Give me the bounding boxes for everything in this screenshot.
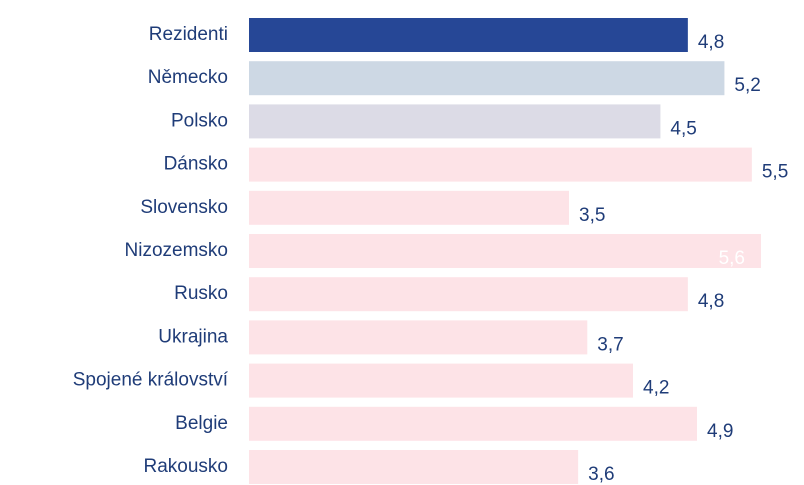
value-label: 4,5 xyxy=(670,118,696,139)
category-label: Rakousko xyxy=(144,456,229,477)
value-label: 5,6 xyxy=(719,248,745,269)
bar xyxy=(249,320,588,355)
category-label: Ukrajina xyxy=(158,326,228,347)
bar xyxy=(249,363,633,398)
category-label: Slovensko xyxy=(140,197,228,218)
value-label: 3,5 xyxy=(579,205,605,226)
bar xyxy=(249,147,752,182)
category-label: Spojené království xyxy=(73,370,229,391)
value-label: 3,7 xyxy=(597,334,623,355)
value-label: 5,5 xyxy=(762,162,788,183)
category-label: Belgie xyxy=(175,413,228,434)
value-label: 4,9 xyxy=(707,421,733,442)
bar xyxy=(249,234,761,268)
bar xyxy=(249,450,579,484)
category-label: Rezidenti xyxy=(149,24,228,45)
category-label: Polsko xyxy=(171,110,228,131)
value-label: 5,2 xyxy=(734,75,760,96)
bar xyxy=(249,406,697,441)
bar xyxy=(249,18,688,52)
bar xyxy=(249,61,725,96)
category-label: Německo xyxy=(148,67,228,88)
value-label: 4,8 xyxy=(698,291,724,312)
category-label: Rusko xyxy=(174,283,228,304)
category-label: Nizozemsko xyxy=(125,240,228,261)
value-label: 4,2 xyxy=(643,378,669,399)
bar xyxy=(249,104,661,139)
value-label: 3,6 xyxy=(588,464,614,485)
bar xyxy=(249,190,569,225)
category-label: Dánsko xyxy=(164,154,228,175)
bar xyxy=(249,277,688,312)
value-label: 4,8 xyxy=(698,32,724,53)
